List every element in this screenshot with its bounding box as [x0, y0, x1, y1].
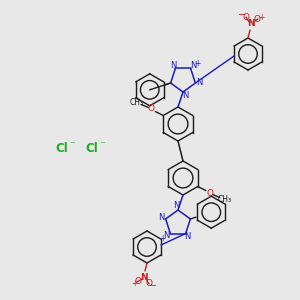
Text: −: − — [149, 281, 157, 291]
Text: Cl: Cl — [85, 142, 98, 154]
Text: O: O — [206, 189, 213, 198]
Text: N: N — [163, 231, 170, 240]
Text: N: N — [196, 77, 203, 86]
Text: ⁻: ⁻ — [69, 140, 75, 150]
Text: N: N — [190, 61, 197, 70]
Text: +: + — [131, 280, 137, 289]
Text: N: N — [247, 20, 255, 28]
Text: N: N — [158, 214, 165, 223]
Text: +: + — [194, 59, 201, 68]
Text: O: O — [146, 278, 152, 287]
Text: O: O — [148, 104, 155, 113]
Text: +: + — [258, 13, 264, 22]
Text: CH₃: CH₃ — [218, 195, 232, 204]
Text: O: O — [134, 277, 142, 286]
Text: N: N — [184, 232, 191, 241]
Text: −: − — [238, 10, 246, 20]
Text: N: N — [182, 92, 188, 100]
Text: +: + — [159, 234, 166, 243]
Text: O: O — [242, 14, 250, 22]
Text: Cl: Cl — [56, 142, 68, 154]
Text: N: N — [173, 202, 179, 211]
Text: CH₃: CH₃ — [129, 98, 143, 107]
Text: O: O — [254, 16, 260, 25]
Text: N: N — [170, 61, 176, 70]
Text: ⁻: ⁻ — [99, 140, 105, 150]
Text: N: N — [140, 272, 148, 281]
